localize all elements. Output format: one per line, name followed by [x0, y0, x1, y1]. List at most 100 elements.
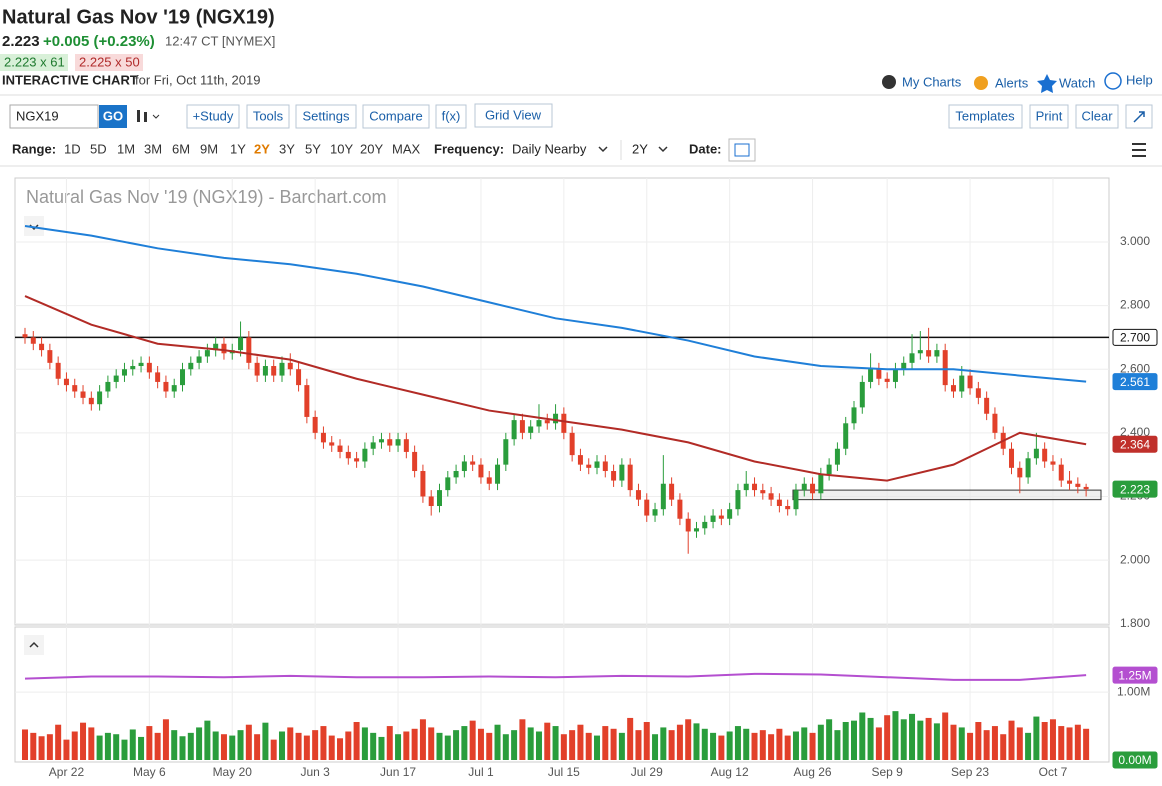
study-button[interactable] — [186, 104, 240, 129]
volume-bar — [494, 724, 501, 760]
fx-button[interactable] — [435, 104, 467, 129]
help-link[interactable]: Help — [1126, 72, 1153, 87]
candle-body — [329, 442, 335, 446]
chevron[interactable] — [598, 146, 608, 153]
x-tick-label: Jun 3 — [300, 765, 330, 779]
candle-body — [320, 432, 326, 443]
bar-type-icon[interactable] — [137, 110, 160, 122]
candle-body — [975, 388, 981, 398]
candle-body — [470, 461, 476, 465]
tools-label[interactable]: Tools — [253, 108, 284, 123]
go-button[interactable] — [99, 105, 127, 128]
volume-bar — [212, 731, 219, 760]
volume-bar — [196, 727, 203, 760]
range-option[interactable]: 1D — [64, 141, 81, 156]
study-label[interactable]: +Study — [193, 108, 234, 123]
volume-bar — [660, 727, 667, 760]
volume-bar — [801, 727, 808, 760]
volume-bar — [204, 720, 211, 760]
my-charts-icon[interactable] — [882, 75, 896, 89]
candle-body — [437, 490, 442, 507]
chart-title: Natural Gas Nov '19 (NGX19) - Barchart.c… — [26, 187, 387, 207]
candle-body — [412, 451, 418, 472]
watch-link[interactable]: Watch — [1059, 75, 1095, 90]
range-option[interactable]: 3Y — [279, 141, 295, 156]
grid-view-button[interactable] — [474, 103, 553, 128]
collapse-icon[interactable] — [29, 641, 39, 648]
expand-icon[interactable] — [1133, 111, 1145, 123]
symbol-input[interactable] — [9, 104, 99, 129]
collapse-button[interactable] — [24, 216, 44, 236]
range-option[interactable]: 5D — [90, 141, 107, 156]
templates-label[interactable]: Templates — [955, 108, 1015, 123]
settings-button[interactable] — [295, 104, 357, 129]
x-tick-label: Aug 26 — [794, 765, 832, 779]
calendar-button[interactable] — [728, 138, 756, 162]
frequency[interactable]: Daily Nearby — [512, 141, 587, 156]
price-tag-label: 2.223 — [1120, 482, 1150, 496]
settings-label[interactable]: Settings — [303, 108, 350, 123]
volume-bar — [237, 730, 244, 760]
tools-button[interactable] — [246, 104, 290, 129]
candle-body — [544, 420, 550, 424]
candle-body — [752, 483, 758, 491]
candle-body — [992, 413, 998, 433]
volume-bar — [768, 734, 775, 760]
candle-body — [180, 369, 186, 386]
volume-bar — [552, 726, 559, 760]
volume-bar — [743, 728, 750, 760]
collapse-button[interactable] — [24, 635, 44, 655]
range-option[interactable]: 1M — [117, 141, 135, 156]
period[interactable]: 2Y — [632, 141, 648, 156]
range-option[interactable]: 20Y — [360, 141, 383, 156]
range-option[interactable]: 1Y — [230, 141, 246, 156]
go-label[interactable]: GO — [103, 108, 123, 123]
range-option[interactable]: 6M — [172, 141, 190, 156]
y-tick-label: 2.600 — [1120, 361, 1150, 375]
candle-body — [503, 439, 509, 465]
candle-body — [1083, 486, 1089, 490]
watch-icon[interactable] — [1037, 74, 1057, 93]
candle-body — [1050, 461, 1056, 465]
grid-view-label[interactable]: Grid View — [485, 107, 542, 122]
my-charts-link[interactable]: My Charts — [902, 74, 962, 89]
volume-bar — [635, 730, 642, 760]
symbol[interactable]: NGX19 — [16, 108, 59, 123]
range-option[interactable]: MAX — [392, 141, 421, 156]
candle-body — [785, 506, 791, 510]
candle-body — [776, 499, 782, 507]
chevron[interactable] — [658, 146, 668, 153]
range-option[interactable]: 9M — [200, 141, 218, 156]
y-tick-label: 2.800 — [1120, 298, 1150, 312]
calendar-icon[interactable] — [734, 143, 750, 157]
candle-body — [685, 518, 691, 532]
candle-body — [934, 350, 940, 357]
print-button[interactable] — [1029, 104, 1069, 129]
compare-button[interactable] — [362, 104, 430, 129]
volume-bar — [826, 719, 833, 760]
clear-button[interactable] — [1075, 104, 1119, 129]
alerts-icon[interactable] — [974, 76, 988, 90]
range-option[interactable]: 10Y — [330, 141, 353, 156]
compare-label[interactable]: Compare — [369, 108, 422, 123]
moving-average — [24, 225, 1087, 383]
range-option[interactable]: 3M — [144, 141, 162, 156]
menu-icon[interactable] — [1132, 143, 1146, 157]
volume-bar — [386, 726, 393, 760]
volume-bar — [63, 739, 70, 760]
range-option[interactable]: 5Y — [305, 141, 321, 156]
candle-body — [826, 464, 832, 475]
instrument-title: Natural Gas Nov '19 (NGX19) — [2, 6, 275, 28]
help-icon[interactable] — [1104, 72, 1122, 90]
volume-bar — [784, 735, 791, 760]
x-tick-label: Jul 29 — [631, 765, 663, 779]
fx-label[interactable]: f(x) — [442, 108, 461, 123]
print-label[interactable]: Print — [1036, 108, 1063, 123]
volume-bar — [121, 739, 128, 760]
templates-button[interactable] — [948, 104, 1023, 129]
alerts-link[interactable]: Alerts — [995, 75, 1029, 90]
range-option[interactable]: 2Y — [254, 141, 270, 156]
clear-label[interactable]: Clear — [1081, 108, 1113, 123]
volume-bar — [187, 732, 194, 760]
candle-body — [486, 477, 492, 484]
